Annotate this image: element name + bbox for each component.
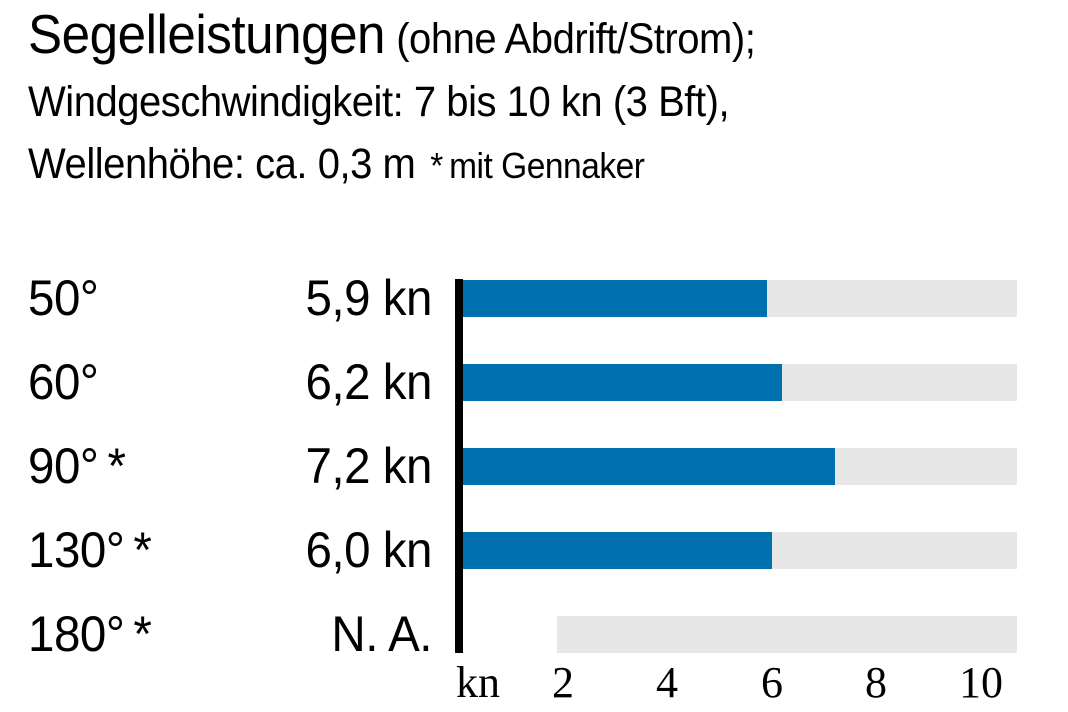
axis-tick-label: 4: [656, 658, 678, 707]
row-angle-label: 50°: [28, 270, 99, 326]
axis-tick-label: 2: [552, 658, 574, 707]
row-speed-label: N. A.: [331, 606, 432, 662]
gennaker-footnote: * mit Gennaker: [430, 145, 645, 186]
chart-axis-line: [455, 279, 463, 653]
axis-unit-label: kn: [456, 658, 500, 707]
chart-title: Segelleistungen: [28, 3, 386, 65]
row-speed-label: 6,0 kn: [305, 522, 432, 578]
chart-title-note: (ohne Abdrift/Strom);: [396, 15, 756, 63]
row-angle-label: 60°: [28, 354, 99, 410]
bar-track: [463, 448, 1017, 485]
bar-fill: [463, 448, 835, 485]
axis-tick-label: 10: [959, 658, 1003, 707]
bar-track: [463, 532, 1017, 569]
bar-fill: [463, 364, 782, 401]
row-angle-label: 130° *: [28, 522, 152, 578]
bar-fill: [463, 532, 772, 569]
row-angle-label: 90° *: [28, 438, 126, 494]
bar-track: [557, 616, 1017, 653]
chart-title-line: Segelleistungen (ohne Abdrift/Strom);: [28, 2, 756, 71]
wave-height-text: Wellenhöhe: ca. 0,3 m: [28, 140, 416, 188]
chart-subtitle-wave: Wellenhöhe: ca. 0,3 m * mit Gennaker: [28, 138, 645, 192]
bar-fill: [463, 280, 767, 317]
row-speed-label: 5,9 kn: [305, 270, 432, 326]
row-speed-label: 6,2 kn: [305, 354, 432, 410]
bar-track: [463, 364, 1017, 401]
axis-tick-label: 6: [761, 658, 783, 707]
row-angle-label: 180° *: [28, 606, 152, 662]
axis-tick-label: 8: [865, 658, 887, 707]
bar-track: [463, 280, 1017, 317]
row-speed-label: 7,2 kn: [305, 438, 432, 494]
chart-subtitle-wind: Windgeschwindigkeit: 7 bis 10 kn (3 Bft)…: [28, 78, 730, 126]
